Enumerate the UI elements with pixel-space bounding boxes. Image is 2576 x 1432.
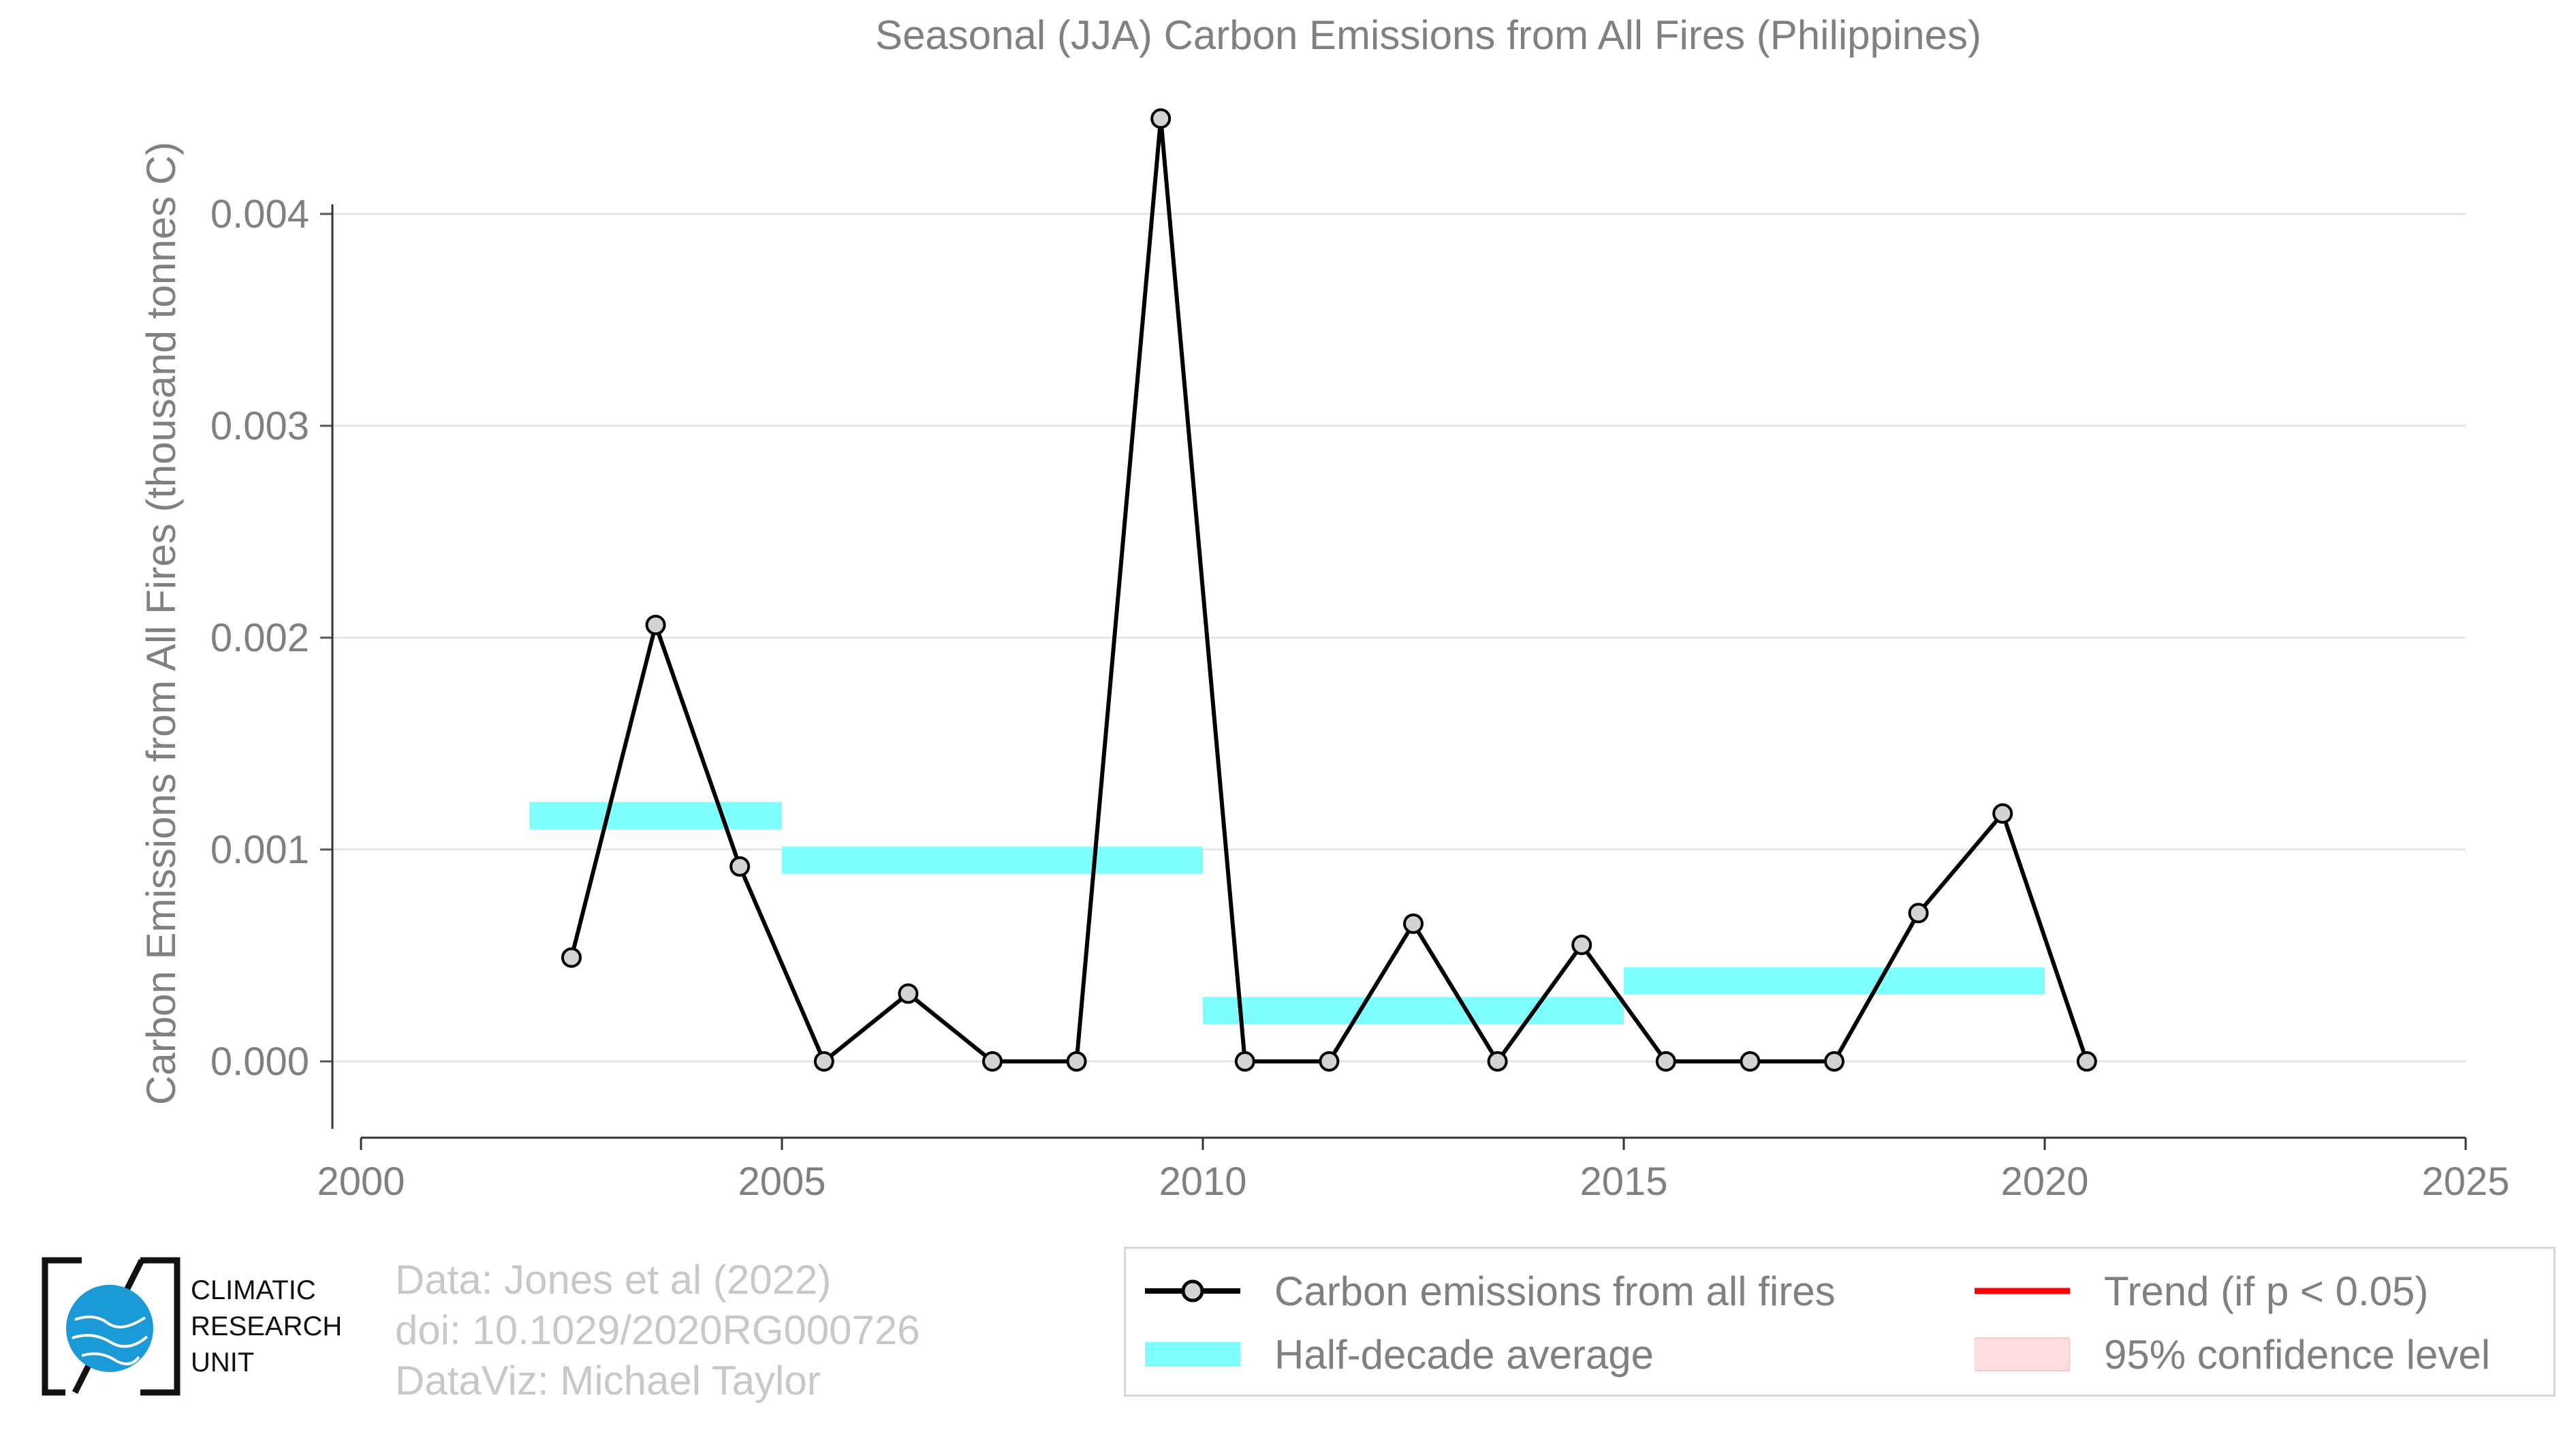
y-tick-label: 0.003	[210, 404, 309, 448]
emissions-series	[561, 108, 2097, 1072]
legend-item-emissions: Carbon emissions from all fires	[1145, 1264, 1836, 1318]
data-point	[1066, 1051, 1087, 1072]
data-point	[898, 983, 919, 1004]
cru-globe-icon	[42, 1257, 180, 1396]
data-point	[1403, 913, 1424, 934]
legend-label-confidence: 95% confidence level	[2104, 1331, 2491, 1377]
emissions-line	[569, 116, 2089, 1063]
data-point	[2076, 1051, 2097, 1072]
data-point	[729, 856, 751, 877]
data-point	[645, 614, 666, 636]
line-marker-icon	[1145, 1279, 1240, 1303]
y-tick-label: 0.002	[210, 616, 309, 660]
x-tick-label: 2005	[738, 1159, 826, 1204]
data-point	[1487, 1051, 1508, 1072]
data-point	[1992, 803, 2013, 824]
cru-logo-text: CLIMATIC RESEARCH UNIT	[191, 1273, 342, 1381]
legend-label-emissions: Carbon emissions from all fires	[1274, 1268, 1836, 1314]
legend-item-trend: Trend (if p < 0.05)	[1975, 1264, 2428, 1318]
credit-dataviz: DataViz: Michael Taylor	[395, 1358, 821, 1403]
data-point	[1655, 1051, 1676, 1072]
cru-logo: CLIMATIC RESEARCH UNIT	[40, 1255, 366, 1398]
cru-logo-line2: RESEARCH	[191, 1311, 343, 1341]
data-point	[1824, 1051, 1844, 1072]
half-decade-bar	[1624, 967, 2045, 995]
chart-legend: Carbon emissions from all fires Half-dec…	[1124, 1247, 2556, 1397]
data-credits: Data: Jones et al (2022) doi: 10.1029/20…	[395, 1255, 920, 1406]
legend-item-half-decade: Half-decade average	[1145, 1327, 1654, 1382]
red-line-icon	[1975, 1288, 2070, 1294]
data-point	[561, 947, 582, 968]
x-tick-label: 2010	[1159, 1159, 1246, 1204]
data-point	[1908, 903, 1929, 924]
legend-item-confidence: 95% confidence level	[1975, 1327, 2490, 1382]
y-tick-label: 0.004	[210, 192, 309, 236]
cru-logo-line1: CLIMATIC	[191, 1275, 316, 1305]
half-decade-bar	[1203, 997, 1624, 1025]
half-decade-bar	[529, 802, 782, 830]
x-tick-label: 2015	[1580, 1159, 1667, 1204]
half-decade-bar	[782, 846, 1203, 874]
x-axis: 2000 2005 2010 2015 2020 2025	[317, 1136, 2510, 1204]
y-tick-label: 0.000	[210, 1040, 309, 1084]
y-tick-labels: 0.000 0.001 0.002 0.003 0.004	[210, 192, 334, 1129]
x-tick-label: 2025	[2421, 1159, 2509, 1204]
y-tick-label: 0.001	[210, 828, 309, 872]
x-tick-label: 2000	[317, 1159, 405, 1204]
data-point	[1319, 1051, 1340, 1072]
pink-band-icon	[1975, 1337, 2070, 1371]
data-point	[982, 1051, 1003, 1072]
legend-label-trend: Trend (if p < 0.05)	[2104, 1268, 2429, 1314]
grid-lines	[332, 213, 2466, 1063]
half-decade-bars	[529, 802, 2045, 1025]
chart-title: Seasonal (JJA) Carbon Emissions from All…	[875, 12, 1981, 58]
data-point	[1150, 108, 1172, 129]
cru-logo-line3: UNIT	[191, 1348, 255, 1377]
credit-doi: doi: 10.1029/2020RG000726	[395, 1307, 920, 1353]
y-axis-label: Carbon Emissions from All Fires (thousan…	[138, 142, 184, 1105]
legend-label-half-decade: Half-decade average	[1274, 1331, 1654, 1377]
data-point	[813, 1051, 834, 1072]
cyan-bar-icon	[1145, 1342, 1240, 1367]
chart: Seasonal (JJA) Carbon Emissions from All…	[138, 12, 2510, 1204]
credit-data-source: Data: Jones et al (2022)	[395, 1257, 832, 1303]
data-point	[1571, 934, 1592, 955]
data-point	[1234, 1051, 1255, 1072]
x-tick-label: 2020	[2000, 1159, 2088, 1204]
data-point	[1740, 1051, 1761, 1072]
